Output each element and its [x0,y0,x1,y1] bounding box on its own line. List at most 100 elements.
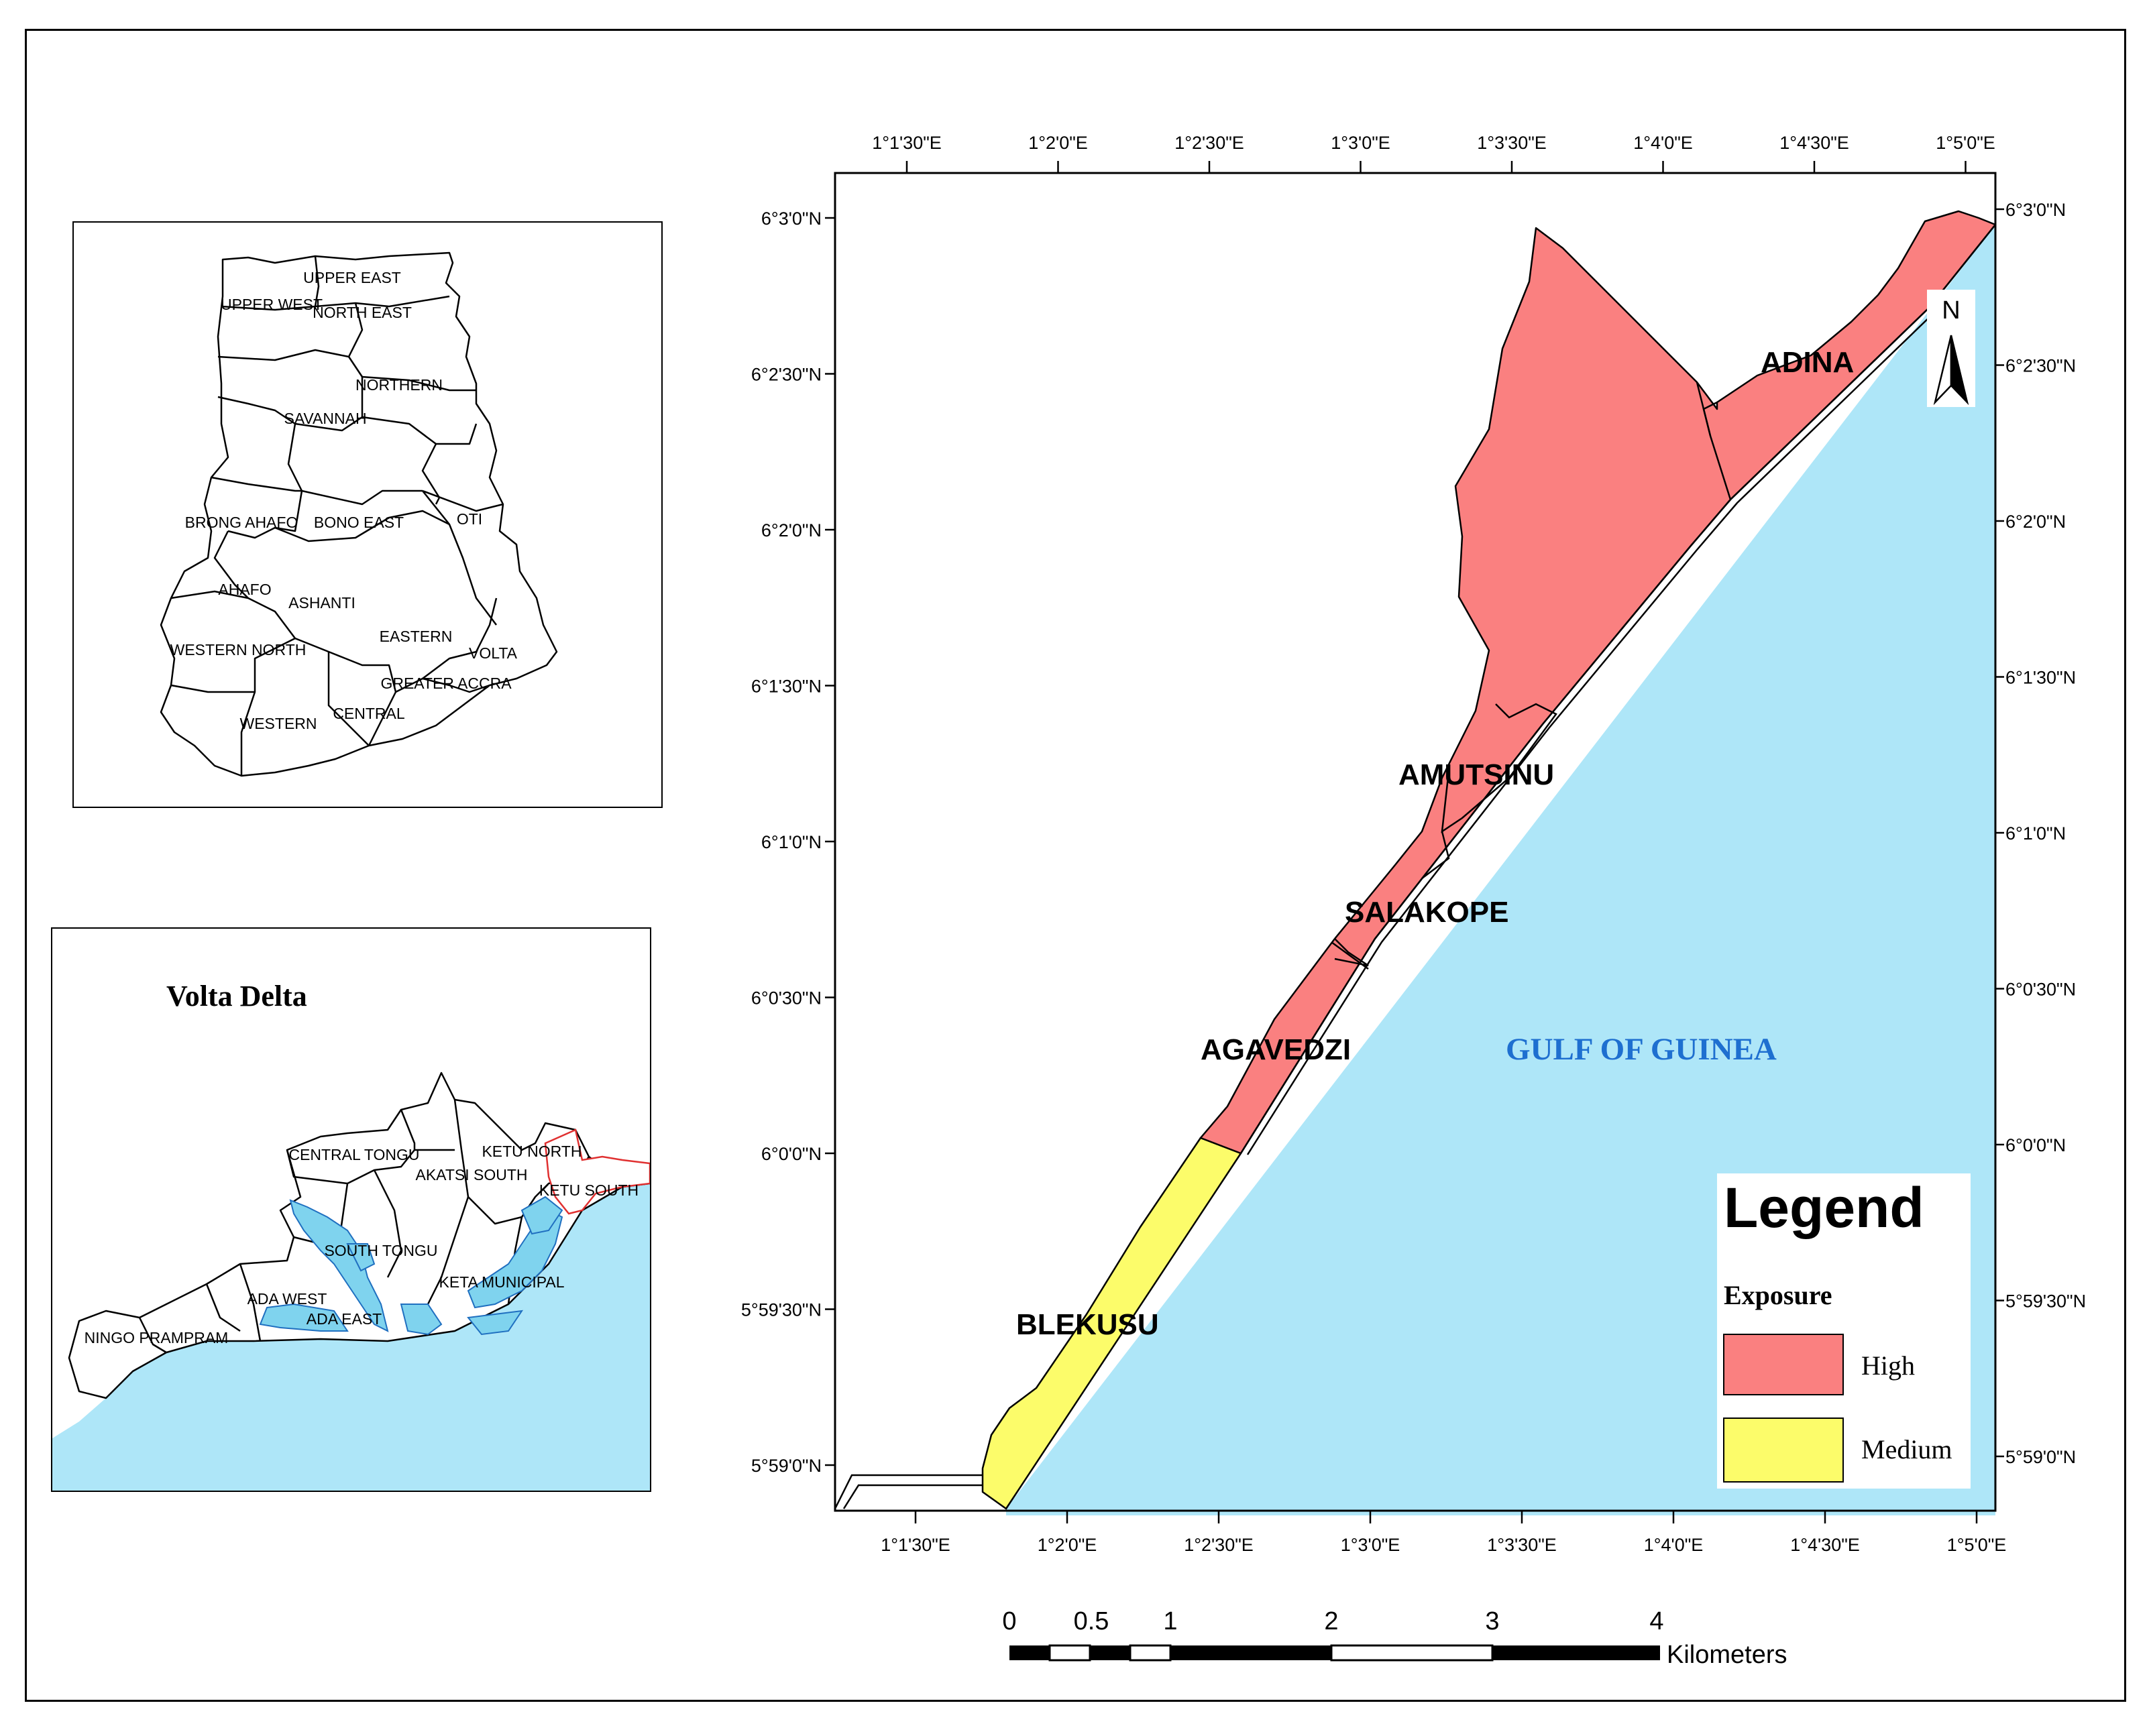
top-longitude-label: 1°3'30"E [1477,133,1547,153]
scale-tick: 4 [1649,1607,1663,1635]
north-label: N [1942,296,1960,325]
bottom-longitude-label: 1°1'30"E [881,1535,950,1555]
scale-tick: 1 [1163,1607,1177,1635]
left-latitude-labels: 6°3'0"N 6°2'30"N 6°2'0"N 6°1'30"N 6°1'0"N 6°0… [741,209,822,1476]
left-latitude-label: 6°3'0"N [761,209,822,229]
top-longitude-label: 1°4'30"E [1779,133,1849,153]
lagoon [289,1199,389,1332]
region-label: GREATER ACCRA [380,675,512,692]
top-longitude-label: 1°4'0"E [1633,133,1693,153]
district-label: KETA MUNICIPAL [439,1273,564,1291]
legend-swatch-high [1723,1334,1844,1395]
right-latitude-label: 5°59'30"N [2005,1291,2086,1312]
scale-tick: 3 [1485,1607,1499,1635]
place-label: AMUTSINU [1398,758,1554,791]
place-label: AGAVEDZI [1201,1033,1351,1066]
bottom-longitude-label: 1°3'30"E [1487,1535,1557,1555]
lagoon [346,1243,376,1272]
district-label: ADA EAST [307,1310,382,1328]
region-label: SAVANNAH [284,410,366,427]
region-label: ASHANTI [288,594,355,612]
top-longitude-labels: 1°1'30"E 1°2'0"E 1°2'30"E 1°3'0"E 1°3'30"E 1°… [872,133,1995,153]
left-latitude-label: 6°0'30"N [751,988,822,1008]
right-latitude-label: 6°2'30"N [2005,356,2076,376]
sea-label: GULF OF GUINEA [1506,1032,1777,1067]
right-latitude-label: 6°1'30"N [2005,668,2076,688]
region-label: UPPER EAST [303,269,401,286]
scale-tick: 0 [1002,1607,1016,1635]
scale-unit: Kilometers [1667,1641,1787,1669]
ghana-inset: UPPER EAST UPPER WEST NORTH EAST NORTHER… [72,221,663,808]
district-label: AKATSI SOUTH [416,1166,528,1183]
volta-delta-map: Volta Delta C [52,980,651,1491]
region-label: VOLTA [469,644,518,662]
legend-subtitle: Exposure [1724,1280,1832,1310]
district-label: NINGO PRAMPRAM [85,1329,229,1346]
top-longitude-label: 1°5'0"E [1936,133,1995,153]
right-latitude-label: 6°1'0"N [2005,823,2066,844]
delta-land [68,1072,651,1399]
ketu-south-outline [544,1129,651,1215]
left-latitude-label: 6°1'0"N [761,832,822,852]
top-longitude-label: 1°2'0"E [1028,133,1088,153]
bottom-longitude-label: 1°4'0"E [1644,1535,1704,1555]
volta-delta-inset: Volta Delta C [51,927,651,1492]
place-label: BLEKUSU [1016,1308,1159,1341]
district-label: ADA WEST [247,1290,327,1308]
map-frame [25,29,2126,1702]
scale-tick-labels: 0 0.5 1 2 3 4 [1002,1607,1663,1635]
bottom-longitude-label: 1°2'0"E [1038,1535,1097,1555]
bottom-longitude-label: 1°5'0"E [1947,1535,2007,1555]
district-label: CENTRAL TONGU [288,1146,419,1163]
delta-district-labels: CENTRAL TONGU KETU NORTH AKATSI SOUTH KE… [85,1143,639,1346]
top-longitude-label: 1°3'0"E [1331,133,1390,153]
right-latitude-label: 6°0'0"N [2005,1135,2066,1155]
bottom-longitude-label: 1°4'30"E [1790,1535,1860,1555]
left-latitude-label: 6°2'0"N [761,520,822,540]
legend: Legend Exposure High Medium [1717,1173,1971,1489]
lagoon [259,1303,349,1332]
right-latitude-label: 6°0'30"N [2005,980,2076,1000]
place-label: SALAKOPE [1345,896,1508,929]
place-labels: ADINA AMUTSINU SALAKOPE AGAVEDZI BLEKUSU [1016,346,1854,1341]
legend-swatch-medium [1723,1417,1844,1483]
district-label: KETU NORTH [482,1143,582,1160]
scale-tick: 0.5 [1074,1607,1109,1635]
right-latitude-label: 5°59'0"N [2005,1447,2076,1467]
region-label: BONO EAST [314,514,404,531]
region-label: BRONG AHAFO [185,514,298,531]
region-label: AHAFO [218,581,271,598]
place-label: ADINA [1761,346,1854,379]
region-label: NORTHERN [355,376,443,394]
right-latitude-labels: 6°3'0"N 6°2'30"N 6°2'0"N 6°1'30"N 6°1'0"N 6°0… [2005,200,2086,1467]
right-latitude-label: 6°2'0"N [2005,512,2066,532]
region-label: WESTERN NORTH [170,641,307,658]
bottom-longitude-label: 1°3'0"E [1341,1535,1400,1555]
lagoon [467,1209,563,1309]
left-latitude-label: 6°0'0"N [761,1144,822,1164]
left-latitude-label: 5°59'30"N [741,1300,822,1320]
region-label: WESTERN [240,715,317,732]
district-label: SOUTH TONGU [324,1242,437,1259]
region-label: CENTRAL [333,705,405,722]
bottom-longitude-label: 1°2'30"E [1184,1535,1254,1555]
region-label: UPPER WEST [221,296,323,313]
scale-bar: 0 0.5 1 2 3 4 Kilometers [1002,1607,1787,1669]
ghana-regions-map: UPPER EAST UPPER WEST NORTH EAST NORTHER… [160,251,558,777]
right-latitude-label: 6°3'0"N [2005,200,2066,220]
delta-title: Volta Delta [166,980,307,1012]
graticule-ticks [825,161,2004,1523]
legend-title: Legend [1724,1176,1924,1239]
legend-label-high: High [1861,1350,1915,1381]
lagoon [520,1196,563,1235]
top-longitude-label: 1°2'30"E [1174,133,1244,153]
left-latitude-label: 6°1'30"N [751,677,822,697]
lagoon [400,1304,443,1336]
scale-tick: 2 [1324,1607,1338,1635]
delta-sea [52,1183,650,1491]
bottom-longitude-labels: 1°1'30"E 1°2'0"E 1°2'30"E 1°3'0"E 1°3'30"E 1°… [881,1535,2006,1555]
region-label: OTI [457,510,482,528]
top-longitude-label: 1°1'30"E [872,133,942,153]
left-latitude-label: 5°59'0"N [751,1456,822,1476]
